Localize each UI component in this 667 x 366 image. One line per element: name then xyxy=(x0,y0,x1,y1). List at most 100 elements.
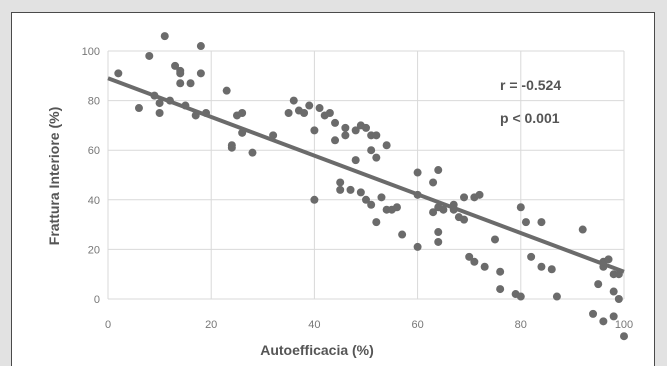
data-point xyxy=(413,168,422,177)
x-tick-label: 0 xyxy=(105,319,111,331)
data-point xyxy=(429,208,438,217)
data-point xyxy=(434,228,443,237)
data-point xyxy=(315,104,324,113)
y-tick-label: 80 xyxy=(88,96,100,108)
data-point xyxy=(547,265,556,274)
data-point xyxy=(609,312,618,321)
data-point xyxy=(367,200,376,209)
data-point xyxy=(439,205,448,214)
data-point xyxy=(470,257,479,266)
data-point xyxy=(325,109,334,117)
data-point xyxy=(552,292,561,301)
data-point xyxy=(599,317,608,326)
y-tick-label: 100 xyxy=(82,46,100,58)
data-point xyxy=(145,51,154,60)
data-point xyxy=(620,332,628,341)
chart-panel: 0 20 40 60 80 100 0 20 40 60 80 100 r = -0.524 p < … xyxy=(11,12,655,366)
scatter-chart: 0 20 40 60 80 100 0 20 40 60 80 100 r = -0.524 p < … xyxy=(46,32,634,358)
data-point xyxy=(196,69,205,78)
data-point xyxy=(155,99,164,108)
data-point xyxy=(475,190,484,199)
data-point xyxy=(114,69,123,78)
data-point xyxy=(537,262,546,271)
data-point xyxy=(578,225,587,234)
data-point xyxy=(460,215,469,224)
trendline xyxy=(107,76,625,274)
data-point xyxy=(537,218,546,227)
data-point xyxy=(305,101,314,110)
data-point xyxy=(310,126,319,135)
data-point xyxy=(491,235,499,244)
data-point xyxy=(248,148,257,157)
x-tick-label: 20 xyxy=(205,319,217,331)
data-point xyxy=(480,262,489,271)
correlation-label: r = -0.524 xyxy=(500,77,561,93)
data-point xyxy=(284,109,293,117)
data-point xyxy=(429,178,438,187)
data-point xyxy=(346,185,355,194)
data-point xyxy=(186,79,195,88)
data-point xyxy=(336,185,345,194)
data-point xyxy=(331,136,340,145)
data-point xyxy=(351,126,360,135)
data-point xyxy=(134,104,143,113)
y-tick-label: 60 xyxy=(88,145,100,157)
tick-labels: 0 20 40 60 80 100 0 20 40 60 80 100 xyxy=(82,46,634,331)
p-value-label: p < 0.001 xyxy=(500,110,560,126)
data-point xyxy=(362,123,370,132)
data-point xyxy=(465,252,474,261)
data-point xyxy=(310,195,319,204)
data-point xyxy=(227,141,236,150)
data-point xyxy=(382,141,391,150)
data-point xyxy=(331,118,340,127)
data-point xyxy=(604,255,613,264)
data-point xyxy=(413,242,422,251)
x-tick-label: 40 xyxy=(308,319,320,331)
data-point xyxy=(362,195,370,204)
data-point xyxy=(289,96,298,105)
data-point xyxy=(372,218,381,227)
data-point xyxy=(372,131,381,140)
data-point xyxy=(341,131,350,140)
data-point xyxy=(609,287,618,296)
data-point xyxy=(160,32,169,41)
data-point xyxy=(196,42,205,51)
y-tick-label: 40 xyxy=(88,195,100,207)
data-point xyxy=(155,109,164,117)
y-tick-label: 20 xyxy=(88,244,100,256)
data-point xyxy=(496,267,505,276)
data-point xyxy=(392,203,401,212)
data-point xyxy=(300,109,309,117)
data-point xyxy=(594,280,603,289)
data-point xyxy=(377,193,386,202)
data-point xyxy=(336,178,345,187)
data-point xyxy=(176,69,185,78)
data-points xyxy=(114,32,628,341)
data-point xyxy=(614,295,623,303)
data-point xyxy=(238,109,247,117)
data-point xyxy=(434,237,443,246)
data-point xyxy=(176,79,185,88)
y-tick-label: 0 xyxy=(94,294,100,306)
x-tick-label: 100 xyxy=(615,319,633,331)
data-point xyxy=(527,252,536,261)
data-point xyxy=(496,285,505,294)
x-tick-label: 80 xyxy=(515,319,527,331)
data-point xyxy=(367,146,376,155)
data-point xyxy=(222,86,231,95)
data-point xyxy=(351,156,360,165)
data-point xyxy=(434,166,443,175)
data-point xyxy=(341,123,350,132)
y-axis-title: Frattura Interiore (%) xyxy=(46,107,62,245)
data-point xyxy=(589,309,598,318)
data-point xyxy=(171,61,180,70)
data-point xyxy=(372,153,381,162)
x-axis-title: Autoefficacia (%) xyxy=(260,342,374,358)
data-point xyxy=(516,203,525,212)
data-point xyxy=(398,230,407,239)
x-tick-label: 60 xyxy=(411,319,423,331)
data-point xyxy=(521,218,530,227)
data-point xyxy=(356,188,365,197)
data-point xyxy=(516,292,525,301)
data-point xyxy=(460,193,469,202)
